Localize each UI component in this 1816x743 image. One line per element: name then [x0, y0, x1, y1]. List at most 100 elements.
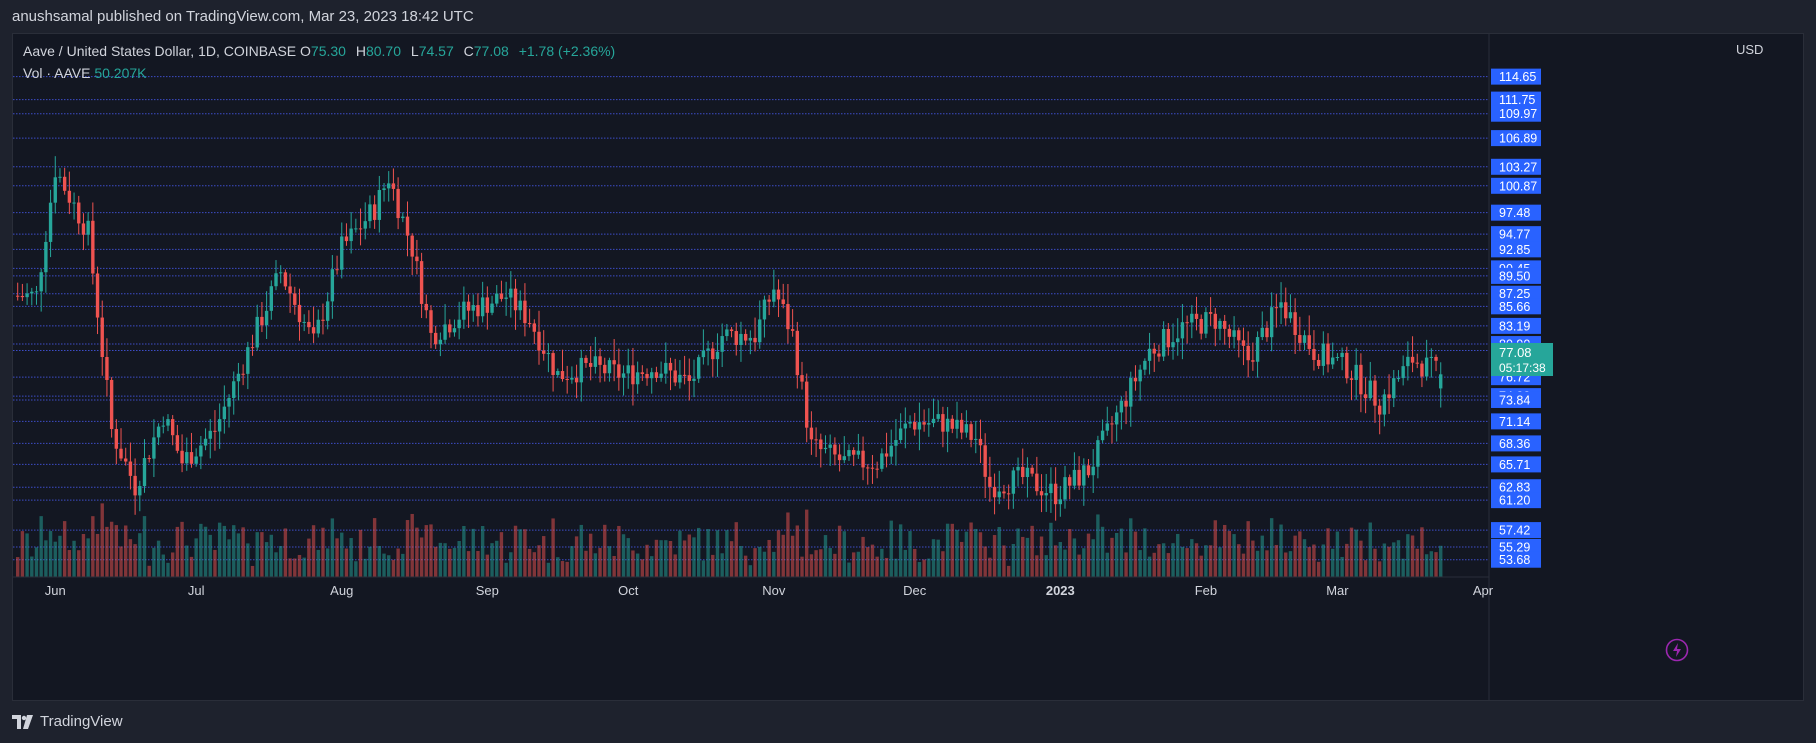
candle-body: [875, 468, 879, 470]
volume-bar: [776, 530, 781, 577]
price-level-label-box: [1491, 241, 1541, 258]
candle-body: [1114, 412, 1119, 425]
volume-bar: [1091, 539, 1095, 577]
price-level-label-box: [1491, 317, 1541, 334]
volume-bar: [955, 529, 959, 577]
candle-body: [866, 467, 870, 469]
volume-bar: [1392, 542, 1396, 577]
volume-bar: [1255, 550, 1260, 577]
candle-body: [974, 438, 978, 440]
volume-bar: [340, 532, 344, 577]
volume-bar: [701, 560, 706, 577]
volume-bar: [1288, 551, 1293, 577]
time-tick-label: Aug: [330, 583, 353, 598]
volume-bar: [44, 540, 48, 577]
candle-body: [1091, 466, 1095, 476]
low-value: 74.57: [418, 43, 454, 59]
candle-body: [612, 360, 616, 365]
candle-body: [25, 293, 29, 298]
candle-body: [109, 379, 114, 430]
price-level-label: 71.14: [1499, 415, 1530, 429]
tradingview-brand[interactable]: TradingView: [12, 713, 123, 730]
volume-bar: [654, 539, 659, 577]
volume-bar: [551, 518, 555, 577]
candle-body: [645, 373, 649, 379]
candle-body: [913, 421, 917, 430]
candle-body: [1077, 469, 1081, 486]
candle-body: [438, 339, 443, 345]
chart-area[interactable]: 114.65 111.75 109.97 106.89 103.27 100.87 97.4…: [12, 33, 1804, 701]
volume-bar: [711, 554, 715, 577]
candle-body: [410, 235, 414, 257]
volume-bar: [1265, 550, 1269, 577]
volume-bar: [997, 527, 1001, 577]
candle-body: [433, 332, 438, 345]
candle-body: [217, 419, 222, 432]
volume-bar: [936, 539, 940, 577]
candle-body: [448, 324, 452, 333]
volume-value: 50.207K: [94, 65, 147, 81]
price-level-label-box: [1491, 177, 1541, 194]
price-level-label-box: [1491, 538, 1541, 555]
candle-body: [34, 291, 39, 293]
candle-body: [67, 190, 72, 203]
candle-body: [307, 321, 311, 328]
volume-bar: [100, 503, 104, 577]
volume-bar: [1190, 539, 1194, 577]
candle-body: [814, 439, 818, 441]
volume-bar: [368, 546, 372, 577]
volume-bar: [837, 525, 842, 577]
candle-body: [1227, 328, 1232, 337]
volume-bar: [1124, 552, 1128, 577]
price-level-lines: [13, 76, 1489, 561]
candle-body: [574, 377, 579, 383]
volume-bar: [758, 546, 762, 577]
volume-bar: [1251, 540, 1255, 577]
candle-body: [1171, 342, 1175, 348]
candle-body: [823, 447, 828, 450]
candle-body: [1345, 352, 1349, 379]
volume-bar: [241, 527, 245, 577]
volume-bar: [593, 553, 598, 577]
volume-bar: [180, 521, 184, 577]
candle-body: [321, 319, 325, 321]
currency-label[interactable]: USD: [1736, 42, 1764, 57]
volume-bar: [1053, 545, 1058, 577]
volume-bar: [1274, 544, 1279, 577]
volume-bar: [471, 528, 475, 577]
volume-bar: [1345, 543, 1349, 577]
candle-body: [1213, 313, 1217, 329]
volume-bar: [927, 558, 931, 577]
volume-bar: [170, 552, 175, 577]
volume-bar: [1030, 525, 1034, 577]
volume-bar: [1439, 545, 1443, 577]
candle-body: [91, 220, 95, 274]
candle-body: [607, 360, 612, 374]
candle-body: [1223, 320, 1227, 329]
volume-bar: [607, 546, 612, 577]
volume-bar: [668, 540, 673, 577]
candle-body: [509, 288, 513, 298]
volume-bar: [945, 523, 950, 577]
volume-bar: [1237, 544, 1241, 577]
price-level-label: 106.89: [1499, 132, 1537, 146]
candle-body: [969, 424, 973, 440]
candle-body: [236, 373, 241, 382]
price-level-label: 94.77: [1499, 228, 1530, 242]
candle-body: [711, 348, 715, 360]
candle-body: [701, 350, 706, 358]
lightning-icon[interactable]: [1665, 638, 1689, 662]
price-level-label-box: [1491, 226, 1541, 243]
price-level-label: 53.68: [1499, 553, 1530, 567]
candle-body: [800, 375, 804, 382]
volume-bar: [1302, 539, 1307, 577]
volume-bar: [391, 559, 396, 577]
candle-body: [1053, 483, 1058, 505]
candle-body: [673, 370, 677, 383]
candle-body: [626, 365, 630, 374]
candle-body: [170, 419, 175, 436]
volume-label: Vol · AAVE: [23, 65, 91, 81]
candle-body: [1063, 477, 1067, 500]
volume-bar: [617, 525, 621, 577]
